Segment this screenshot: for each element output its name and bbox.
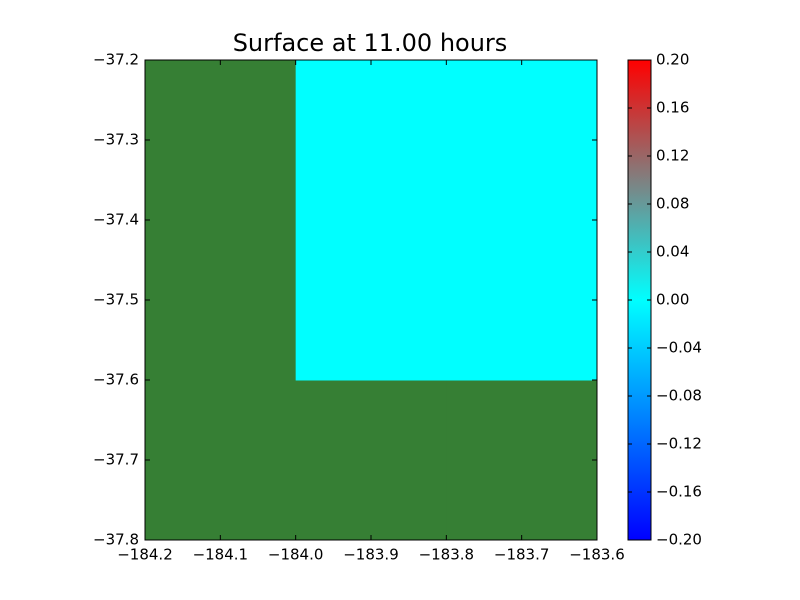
cell <box>145 380 297 541</box>
colorbar-tick-label: −0.04 <box>656 339 702 357</box>
x-tick-label: −183.6 <box>569 546 625 564</box>
cell <box>446 380 598 541</box>
y-tick-label: −37.6 <box>93 371 139 389</box>
y-tick-label: −37.2 <box>93 51 139 69</box>
colorbar-tick-label: −0.16 <box>656 483 702 501</box>
x-tick-label: −184.2 <box>117 546 173 564</box>
colorbar-tick-label: 0.08 <box>656 195 689 213</box>
colorbar-tick-label: −0.12 <box>656 435 702 453</box>
y-tick-label: −37.3 <box>93 131 139 149</box>
cell <box>295 380 447 541</box>
cell <box>446 220 598 381</box>
y-tick-label: −37.5 <box>93 291 139 309</box>
colorbar-tick-label: 0.00 <box>656 291 689 309</box>
x-tick-label: −184.0 <box>268 546 324 564</box>
colorbar-tick-label: −0.08 <box>656 387 702 405</box>
y-tick-label: −37.7 <box>93 451 139 469</box>
colorbar-tick-label: 0.20 <box>656 51 689 69</box>
colorbar-tick-label: 0.12 <box>656 147 689 165</box>
x-tick-label: −183.7 <box>494 546 550 564</box>
colorbar-tick-label: 0.16 <box>656 99 689 117</box>
cell <box>295 220 447 381</box>
x-tick-label: −183.8 <box>419 546 475 564</box>
y-tick-label: −37.4 <box>93 211 139 229</box>
cell <box>145 60 297 221</box>
y-tick-label: −37.8 <box>93 531 139 549</box>
cell <box>446 60 598 221</box>
x-tick-label: −183.9 <box>343 546 399 564</box>
colorbar-tick-label: 0.04 <box>656 243 689 261</box>
cell <box>295 60 447 221</box>
cell <box>145 220 297 381</box>
x-tick-label: −184.1 <box>193 546 249 564</box>
colorbar-tick-label: −0.20 <box>656 531 702 549</box>
chart-title: Surface at 11.00 hours <box>233 29 508 57</box>
